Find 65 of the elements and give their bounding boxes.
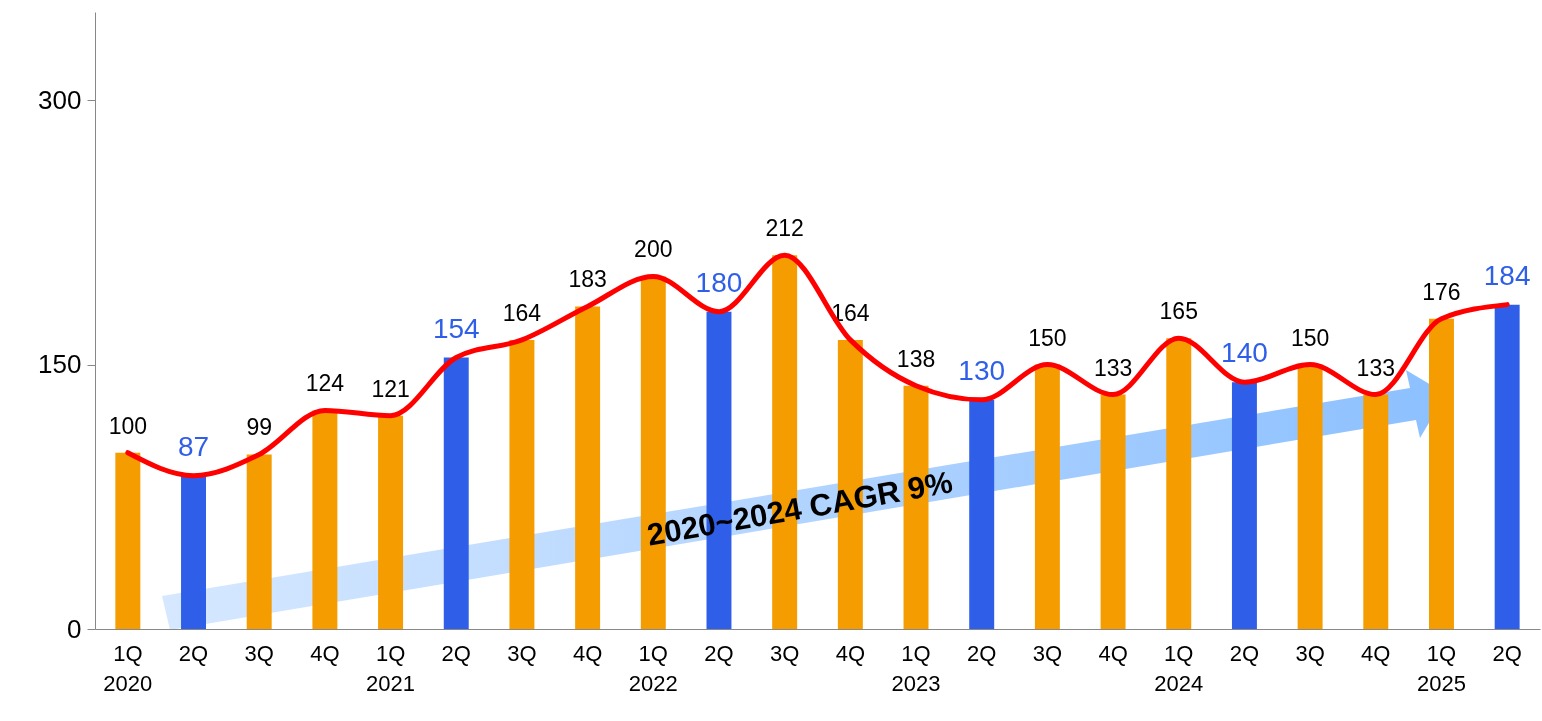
x-tick-label: 2Q xyxy=(441,640,471,666)
data-label: 164 xyxy=(502,299,542,326)
data-label: 154 xyxy=(432,312,480,344)
data-label: 121 xyxy=(371,375,410,402)
bar xyxy=(1429,318,1454,629)
bar xyxy=(1297,364,1323,629)
data-label: 212 xyxy=(765,215,804,242)
data-label: 133 xyxy=(1356,354,1395,381)
data-label: 130 xyxy=(958,354,1006,386)
x-tick-label: 3Q xyxy=(244,640,274,666)
x-tick-label: 3Q xyxy=(1295,640,1325,666)
x-tick-label: 1Q 2025 xyxy=(1417,640,1466,696)
y-tick-label: 0 xyxy=(67,613,82,644)
data-label: 87 xyxy=(177,430,210,462)
bar xyxy=(181,475,206,629)
data-label: 164 xyxy=(831,299,870,326)
data-label: 150 xyxy=(1290,324,1330,351)
x-tick-label: 1Q 2022 xyxy=(628,640,678,696)
x-tick-label: 1Q 2024 xyxy=(1154,640,1204,696)
x-tick-label: 4Q xyxy=(835,640,866,666)
x-tick-label: 1Q 2021 xyxy=(366,640,416,696)
data-label: 138 xyxy=(896,345,936,372)
x-tick-label: 4Q xyxy=(310,640,340,666)
bar xyxy=(312,410,338,629)
x-tick-label: 2Q xyxy=(704,640,734,666)
x-tick-label: 3Q xyxy=(769,640,800,666)
bar xyxy=(246,454,272,629)
data-label: 184 xyxy=(1483,259,1531,291)
bar xyxy=(1166,338,1192,629)
bar xyxy=(969,399,995,629)
x-tick-label: 3Q xyxy=(1032,640,1063,666)
x-tick-label: 4Q xyxy=(1361,640,1391,666)
bar xyxy=(443,357,469,629)
bar xyxy=(1100,394,1126,629)
x-tick-label: 4Q xyxy=(572,640,603,666)
data-label: 124 xyxy=(305,370,345,397)
bar xyxy=(509,339,535,629)
x-tick-label: 3Q xyxy=(507,640,537,666)
data-label: 183 xyxy=(568,266,607,293)
y-tick-label: 150 xyxy=(38,349,82,380)
data-label: 165 xyxy=(1159,298,1198,325)
x-tick-label: 4Q xyxy=(1098,640,1128,666)
x-tick-label: 2Q xyxy=(1492,640,1522,666)
x-tick-label: 1Q 2020 xyxy=(103,640,153,696)
data-label: 150 xyxy=(1028,324,1067,351)
data-label: 99 xyxy=(246,414,272,441)
bar xyxy=(1231,382,1257,629)
x-tick-label: 2Q xyxy=(178,640,209,666)
data-label: 133 xyxy=(1093,354,1133,381)
bar xyxy=(1363,394,1389,629)
bar xyxy=(1494,304,1520,629)
bar xyxy=(115,452,141,629)
x-tick-label: 2Q xyxy=(967,640,997,666)
bar xyxy=(575,306,601,629)
data-label: 200 xyxy=(634,236,673,263)
x-tick-label: 1Q 2023 xyxy=(891,640,941,696)
data-label: 176 xyxy=(1422,278,1461,305)
data-label: 100 xyxy=(108,412,148,439)
bar xyxy=(1034,364,1060,629)
annotation: 2020~2024 CAGR 9% xyxy=(644,464,956,553)
data-label: 140 xyxy=(1221,337,1268,369)
bar xyxy=(378,415,404,629)
x-tick-label: 2Q xyxy=(1229,640,1260,666)
data-label: 180 xyxy=(695,266,743,298)
y-tick-label: 300 xyxy=(38,84,82,115)
